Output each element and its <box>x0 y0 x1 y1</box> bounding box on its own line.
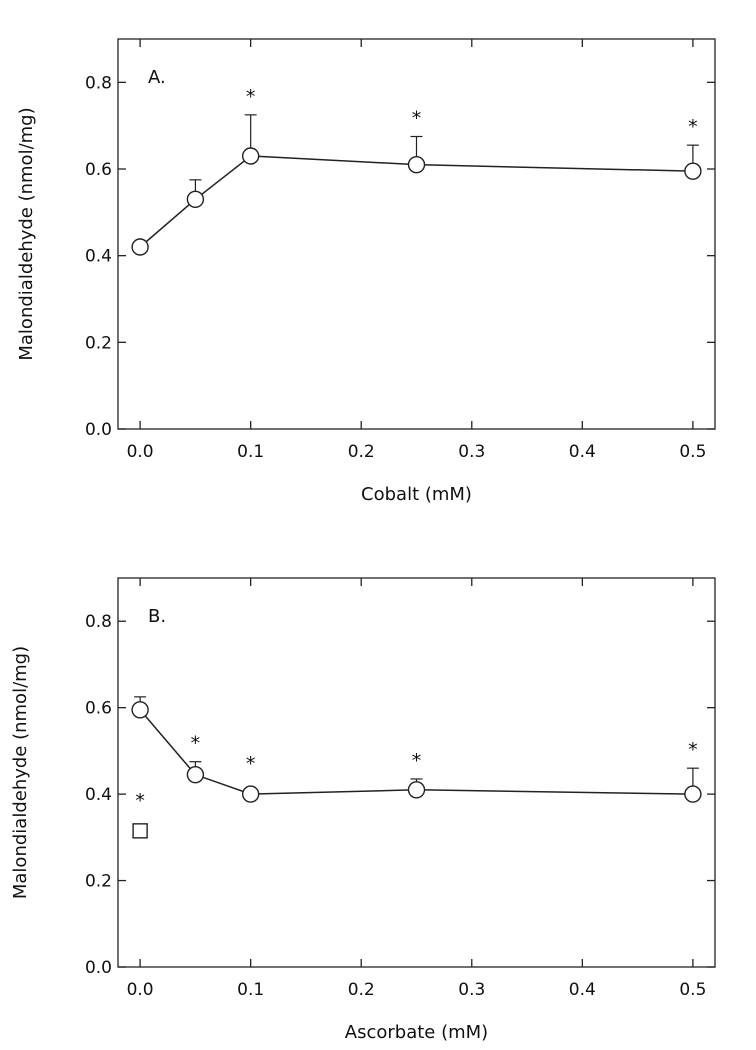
y-axis-label: Malondialdehyde (nmol/mg) <box>10 646 31 899</box>
data-point <box>186 765 205 784</box>
significance-star: * <box>135 790 145 812</box>
series-2: * <box>132 790 148 839</box>
y-tick-label: 0.2 <box>85 872 112 892</box>
x-tick-label: 0.3 <box>458 442 485 462</box>
y-axis-label: Malondialdehyde (nmol/mg) <box>16 107 37 360</box>
x-tick-label: 0.5 <box>679 980 706 1000</box>
y-tick-label: 0.2 <box>85 333 112 353</box>
data-point <box>407 781 426 799</box>
y-tick-label: 0.8 <box>85 612 112 632</box>
data-point <box>684 162 702 180</box>
x-tick-label: 0.2 <box>348 442 375 462</box>
x-tick-label: 0.2 <box>348 980 375 1000</box>
significance-star: * <box>688 116 698 138</box>
data-point <box>241 785 260 803</box>
panel-label: B. <box>148 606 166 627</box>
y-tick-label: 0.0 <box>85 958 112 978</box>
data-point <box>131 701 149 719</box>
significance-star: * <box>688 739 698 761</box>
y-tick-label: 0.4 <box>85 785 112 805</box>
x-axis-label: Ascorbate (mM) <box>345 1022 488 1043</box>
significance-star: * <box>246 753 256 775</box>
significance-star: * <box>191 733 201 755</box>
panel-label: A. <box>148 67 166 88</box>
x-tick-label: 0.0 <box>127 442 154 462</box>
x-axis-label: Cobalt (mM) <box>361 484 472 505</box>
y-tick-label: 0.8 <box>85 73 112 93</box>
panel-b: 0.0 0.2 0.4 0.6 0.8 0.0 0.1 0.2 0.3 0.4 0.5 Ascorba… <box>10 577 716 1043</box>
data-point <box>186 190 205 209</box>
data-point <box>684 785 702 803</box>
x-tick-label: 0.4 <box>569 442 596 462</box>
panel-a: 0.0 0.2 0.4 0.6 0.8 0.0 0.1 0.2 0.3 0.4 0.5 Cobalt … <box>16 38 716 505</box>
series-1: * * * * <box>131 696 702 803</box>
significance-star: * <box>412 108 422 130</box>
data-point-square <box>132 823 148 839</box>
plot-frame <box>117 577 716 968</box>
y-tick-label: 0.6 <box>85 699 112 719</box>
x-tick-label: 0.0 <box>127 980 154 1000</box>
x-tick-label: 0.5 <box>679 442 706 462</box>
y-tick-label: 0.4 <box>85 247 112 267</box>
data-point <box>131 238 149 256</box>
x-tick-label: 0.1 <box>237 442 264 462</box>
x-tick-label: 0.3 <box>458 980 485 1000</box>
y-tick-label: 0.6 <box>85 160 112 180</box>
series-1: * * * <box>131 86 702 256</box>
x-tick-label: 0.1 <box>237 980 264 1000</box>
significance-star: * <box>246 86 256 108</box>
significance-star: * <box>412 750 422 772</box>
y-tick-label: 0.0 <box>85 420 112 440</box>
x-tick-label: 0.4 <box>569 980 596 1000</box>
data-point <box>241 147 260 165</box>
data-point <box>407 155 426 174</box>
plot-frame <box>117 38 716 430</box>
